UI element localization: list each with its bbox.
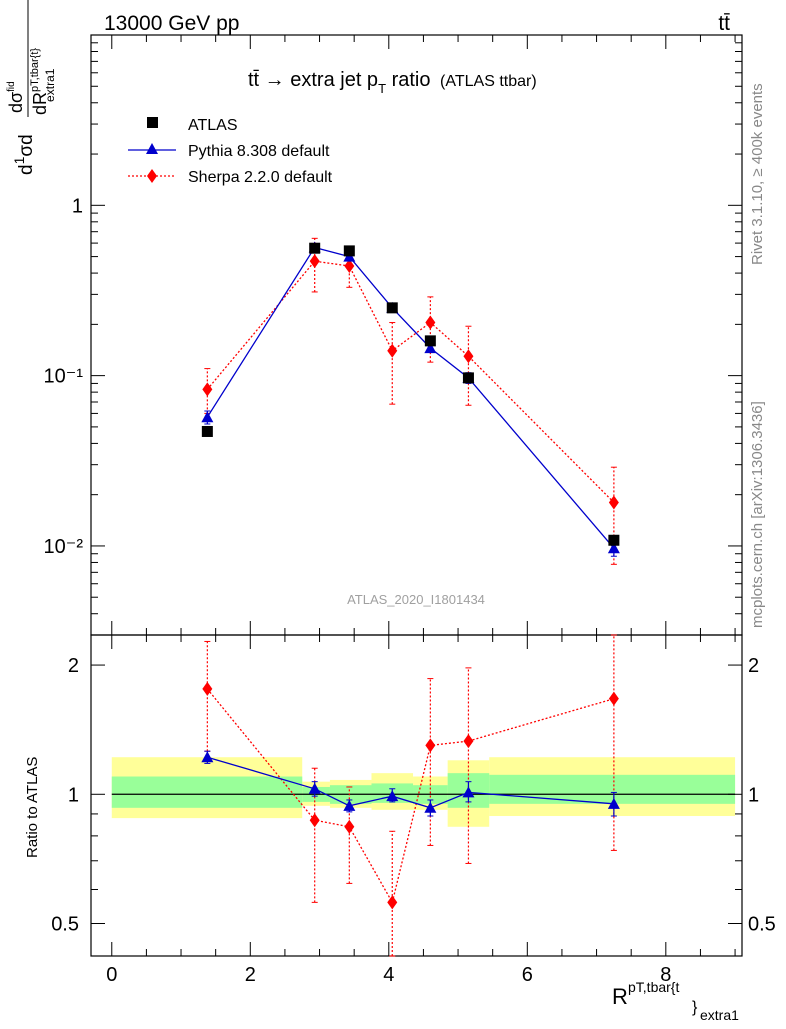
main-atlas-point bbox=[462, 372, 474, 384]
ratio-sherpa-point bbox=[387, 895, 398, 910]
ratio-x-tick-label: 8 bbox=[660, 964, 671, 986]
ratio-y-tick-label-right: 1 bbox=[748, 784, 759, 806]
ratio-pythia-point bbox=[607, 797, 620, 809]
title-prefix: tt̄ → extra jet p bbox=[248, 69, 378, 91]
main-sherpa-point bbox=[309, 254, 320, 269]
ratio-sherpa-point bbox=[463, 734, 474, 749]
ratio-bands bbox=[111, 757, 736, 827]
ratio-x-tick-label: 6 bbox=[522, 964, 533, 986]
main-atlas-point bbox=[386, 302, 398, 314]
process-label: tt̄ bbox=[718, 12, 730, 35]
legend-label-atlas: ATLAS bbox=[188, 117, 238, 134]
ratio-y-label: Ratio to ATLAS bbox=[24, 757, 41, 858]
title-ratio: ratio bbox=[386, 69, 430, 91]
main-sherpa-point bbox=[344, 259, 355, 274]
x-label-subscript: extra1 bbox=[700, 1007, 739, 1023]
main-atlas-point bbox=[608, 534, 620, 546]
ratio-band-inner bbox=[489, 774, 736, 804]
y-label-one-over-sigma: d1σd bbox=[11, 134, 37, 175]
x-label-R: R bbox=[612, 984, 628, 1009]
y-label-dR: dRpT,tbar{t} extra1 bbox=[29, 48, 57, 115]
main-sherpa-point bbox=[202, 382, 213, 397]
main-atlas-point bbox=[309, 242, 321, 254]
analysis-watermark: ATLAS_2020_I1801434 bbox=[347, 592, 485, 607]
main-atlas-point bbox=[343, 245, 355, 257]
main-series-layer bbox=[201, 237, 620, 565]
legend-marker-sherpa bbox=[147, 169, 157, 183]
legend-label-pythia: Pythia 8.308 default bbox=[188, 143, 330, 160]
main-sherpa-point bbox=[387, 343, 398, 358]
ratio-sherpa-point bbox=[608, 691, 619, 706]
ratio-pythia-point bbox=[462, 786, 475, 798]
beam-label: 13000 GeV pp bbox=[104, 12, 239, 35]
main-y-tick-label: 1 bbox=[72, 195, 83, 217]
main-pythia-line bbox=[206, 246, 615, 549]
ratio-panel: 0.5 0.5 1 1 2 2 0 2 4 6 8 bbox=[51, 634, 776, 986]
title-suffix: (ATLAS ttbar) bbox=[440, 73, 537, 90]
ratio-x-tick-label: 0 bbox=[106, 964, 117, 986]
main-sherpa-point bbox=[463, 349, 474, 364]
ratio-pythia-point bbox=[424, 801, 437, 813]
main-y-tick-label: 10⁻² bbox=[44, 536, 84, 558]
main-sherpa-point bbox=[608, 495, 619, 510]
ratio-sherpa-point bbox=[425, 738, 436, 753]
ratio-y-tick-label-left: 2 bbox=[68, 655, 79, 677]
ratio-y-tick-label-right: 2 bbox=[748, 655, 759, 677]
ratio-pythia-point bbox=[201, 751, 214, 763]
legend-label-sherpa: Sherpa 2.2.0 default bbox=[188, 169, 333, 186]
main-sherpa-line bbox=[206, 260, 615, 503]
x-label-brace: } bbox=[692, 999, 698, 1016]
ratio-band-inner bbox=[111, 776, 303, 808]
main-atlas-point bbox=[201, 425, 213, 437]
legend-marker-atlas bbox=[147, 117, 158, 128]
rivet-label: Rivet 3.1.10, ≥ 400k events bbox=[749, 83, 766, 265]
ratio-x-tick-label: 2 bbox=[245, 964, 256, 986]
main-atlas-point bbox=[424, 335, 436, 347]
title-subscript: T bbox=[378, 81, 386, 96]
ratio-sherpa-point bbox=[309, 813, 320, 828]
ratio-sherpa-point bbox=[344, 819, 355, 834]
ratio-pythia-point bbox=[386, 790, 399, 802]
y-label-dsigma: dσfid bbox=[6, 81, 26, 113]
x-axis-label: R pT,tbar{t } extra1 bbox=[612, 979, 739, 1023]
x-label-superscript: pT,tbar{t bbox=[628, 979, 679, 995]
legend-marker-pythia bbox=[146, 143, 158, 154]
ratio-pythia-point bbox=[343, 799, 356, 811]
chart-title: tt̄ → extra jet pT ratio (ATLAS ttbar) bbox=[248, 69, 537, 96]
mcplots-label: mcplots.cern.ch [arXiv:1306.3436] bbox=[749, 401, 766, 628]
legend: ATLAS Pythia 8.308 default Sherpa 2.2.0 … bbox=[128, 117, 333, 186]
ratio-y-tick-label-left: 0.5 bbox=[51, 913, 79, 935]
ratio-y-tick-label-left: 1 bbox=[68, 784, 79, 806]
ratio-frame bbox=[90, 634, 743, 957]
ratio-sherpa-point bbox=[202, 681, 213, 696]
ratio-series-layer bbox=[201, 634, 620, 957]
ratio-pythia-point bbox=[308, 782, 321, 794]
ratio-y-tick-label-right: 0.5 bbox=[748, 913, 776, 935]
main-y-tick-label: 10⁻¹ bbox=[44, 366, 84, 388]
main-y-axis-label: d1σd dσfid dRpT,tbar{t}extra1 } bbox=[6, 0, 57, 175]
main-pythia-point bbox=[424, 342, 437, 354]
main-pythia-point bbox=[201, 411, 214, 423]
ratio-x-tick-label: 4 bbox=[383, 964, 394, 986]
main-sherpa-point bbox=[425, 315, 436, 330]
main-pythia-point bbox=[607, 542, 620, 554]
